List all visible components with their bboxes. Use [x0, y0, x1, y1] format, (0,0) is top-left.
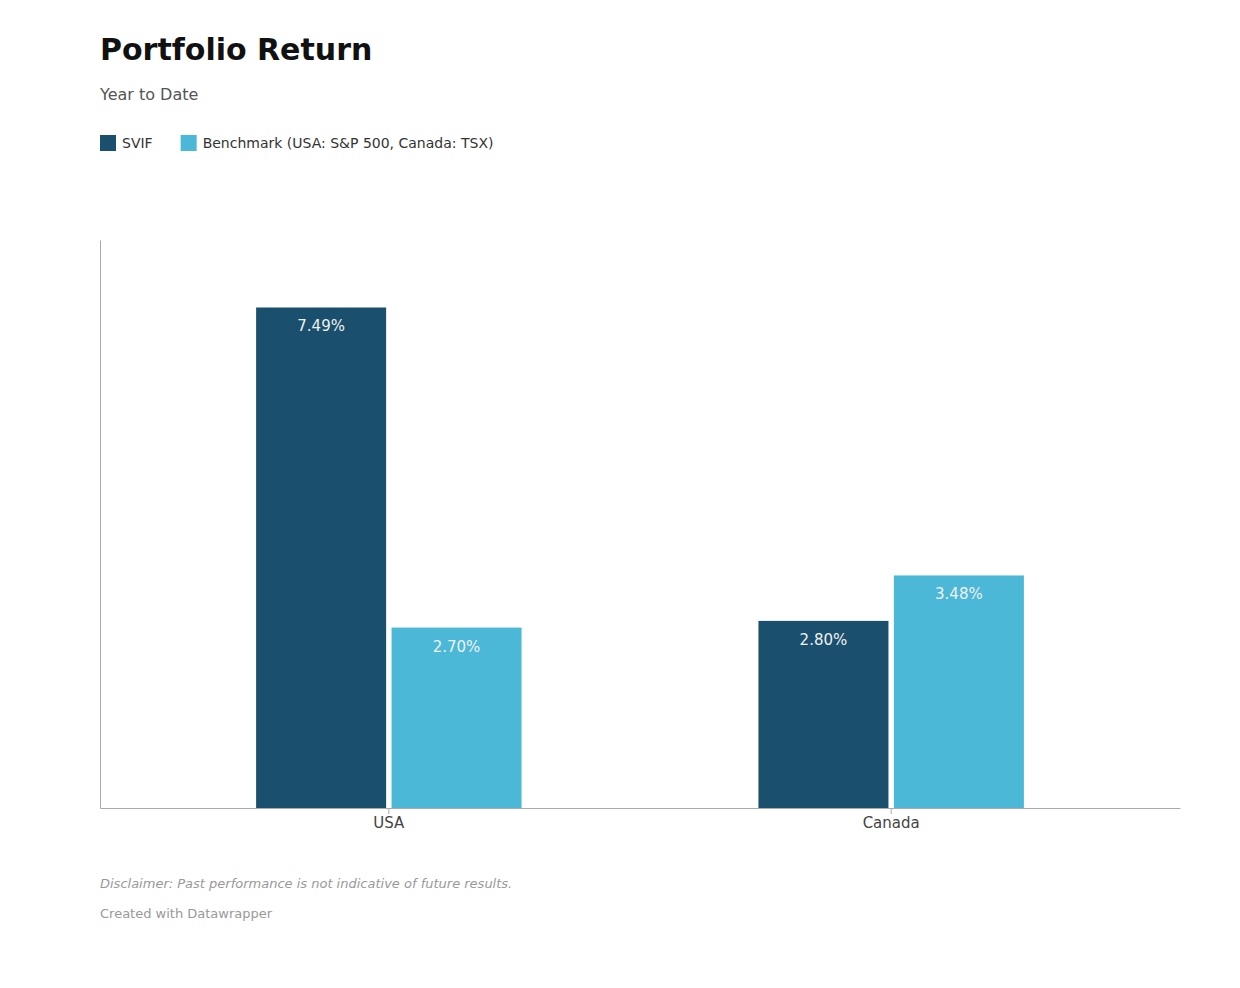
- x-tick-label: Canada: [863, 814, 920, 832]
- y-axis: [100, 241, 101, 809]
- data-label: 7.49%: [297, 317, 345, 335]
- data-labels: 7.49% 2.80% 2.70% 3.48%: [297, 317, 982, 655]
- bar: [392, 628, 522, 808]
- legend-item: Benchmark (USA: S&P 500, Canada: TSX): [181, 135, 494, 151]
- bars: [256, 307, 1024, 808]
- data-label: 3.48%: [935, 585, 983, 603]
- disclaimer: Disclaimer: Past performance is not indi…: [100, 876, 512, 891]
- x-tick: Canada: [863, 808, 920, 832]
- bar: [894, 575, 1024, 808]
- bar: [758, 621, 888, 808]
- data-label: 2.70%: [433, 638, 481, 656]
- plot: USA Canada 7.49% 2.80% 2.70% 3.48%: [101, 241, 1181, 832]
- legend: SVIF Benchmark (USA: S&P 500, Canada: TSX…: [100, 135, 493, 151]
- credit: Created with Datawrapper: [100, 906, 273, 921]
- data-label: 2.80%: [800, 631, 848, 649]
- x-tick: USA: [373, 808, 405, 832]
- legend-label: Benchmark (USA: S&P 500, Canada: TSX): [203, 135, 494, 151]
- chart: Portfolio Return Year to Date SVIF Benchmar…: [0, 0, 1240, 988]
- legend-item: SVIF: [100, 135, 153, 151]
- title: Portfolio Return: [100, 32, 372, 67]
- x-axis-line: [101, 808, 1181, 809]
- y-axis-line: [100, 241, 101, 809]
- x-axis: USA Canada: [101, 808, 1181, 832]
- chart-container: Portfolio Return Year to Date SVIF Benchmar…: [0, 0, 1240, 988]
- legend-swatch: [181, 135, 197, 151]
- bar: [256, 307, 386, 808]
- subtitle: Year to Date: [99, 85, 198, 104]
- legend-label: SVIF: [122, 135, 153, 151]
- x-tick-label: USA: [373, 814, 405, 832]
- legend-swatch: [100, 135, 116, 151]
